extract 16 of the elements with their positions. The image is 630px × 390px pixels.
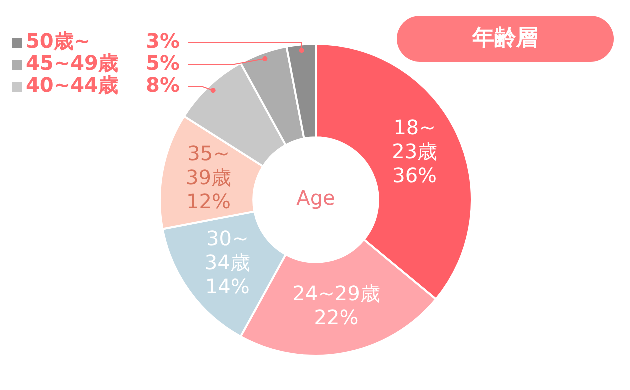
data-label: 5% bbox=[146, 51, 180, 76]
slice-label: 18~23歳 bbox=[392, 116, 438, 164]
legend-label: 45~49歳 bbox=[26, 51, 118, 76]
legend-label: 50歳~ bbox=[26, 29, 91, 54]
slice-label: 35~39歳 bbox=[186, 142, 232, 190]
slice-label: 24~29歳 bbox=[292, 281, 380, 306]
data-label: 3% bbox=[146, 29, 180, 54]
data-label: 14% bbox=[205, 274, 250, 298]
data-label: 36% bbox=[392, 164, 438, 188]
legend-label: 40~44歳 bbox=[26, 73, 118, 98]
data-label: 8% bbox=[146, 73, 180, 98]
slice-label: 30~34歳 bbox=[204, 226, 250, 274]
data-label: 22% bbox=[314, 305, 359, 330]
data-label: 12% bbox=[186, 190, 231, 214]
text: Age bbox=[296, 186, 336, 210]
chart-title: 年齢層 bbox=[397, 16, 614, 62]
